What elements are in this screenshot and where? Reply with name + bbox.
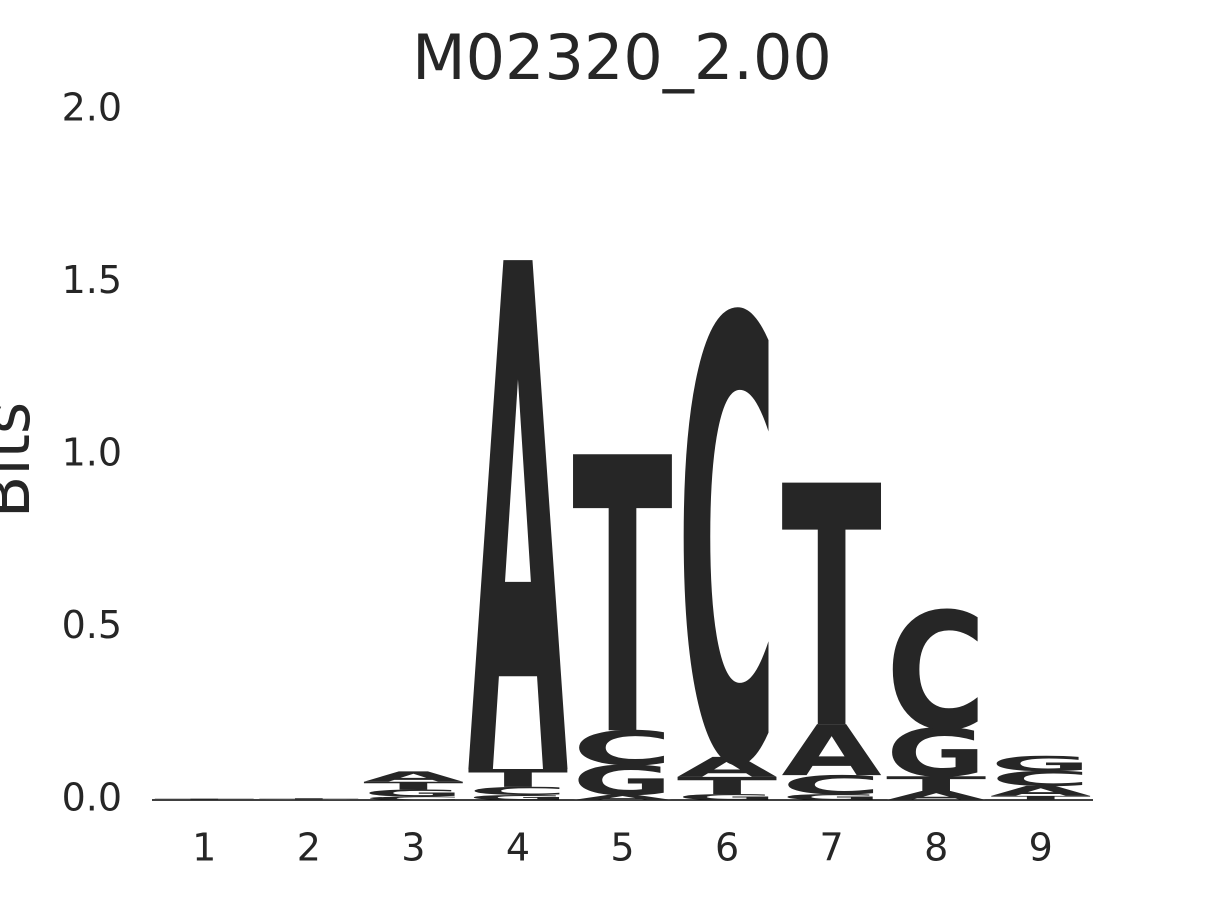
letter: C [991, 767, 1091, 791]
x-tick-label: 7 [820, 826, 844, 870]
letter: T [572, 380, 673, 820]
letter: A [677, 752, 778, 784]
letter: A [572, 793, 673, 801]
y-tick-label: 0.5 [62, 603, 122, 647]
letter: A [781, 711, 882, 792]
x-tick-label: 5 [610, 826, 634, 870]
letter: G [363, 788, 463, 799]
x-tick-label: 1 [192, 826, 216, 870]
letter: C [886, 579, 986, 766]
x-tick-label: 6 [715, 826, 739, 870]
letter: C [572, 721, 672, 776]
letter: G [468, 793, 568, 801]
y-axis-label: Bits [0, 402, 44, 518]
letter: C [468, 785, 568, 798]
x-tick-label: 2 [297, 826, 321, 870]
letter: G [677, 793, 777, 802]
letter: T [677, 773, 778, 800]
letter: A [363, 769, 463, 785]
letter: T [991, 795, 1091, 802]
letter: C [677, 196, 777, 900]
letter: G [781, 793, 881, 802]
x-tick-label: 9 [1029, 826, 1053, 870]
letter: T [363, 780, 464, 793]
letter: T [886, 772, 986, 796]
y-tick-label: 2.0 [62, 86, 122, 130]
letter: T [781, 417, 881, 803]
letter: C [781, 770, 881, 800]
letter: G [886, 715, 986, 792]
letter: T [259, 798, 359, 800]
chart-title: M02320_2.00 [412, 21, 832, 94]
letter: T [468, 764, 569, 793]
letter: G [259, 799, 359, 800]
y-tick-label: 1.0 [62, 431, 122, 475]
letter: C [363, 796, 463, 802]
y-tick-label: 0.0 [62, 776, 122, 820]
x-tick-label: 8 [924, 826, 948, 870]
letter: A [468, 121, 569, 900]
plot-area: 0.00.51.01.52.01ACGT2ACGT3CGTA4GCTA5AGCT… [62, 86, 1093, 900]
letter: T [154, 798, 254, 800]
y-tick-label: 1.5 [62, 258, 122, 302]
x-tick-label: 3 [401, 826, 425, 870]
letter: G [991, 752, 1091, 776]
x-tick-label: 4 [506, 826, 530, 870]
letter: G [572, 757, 672, 805]
letter: A [991, 783, 1091, 799]
letter: A [886, 789, 986, 803]
